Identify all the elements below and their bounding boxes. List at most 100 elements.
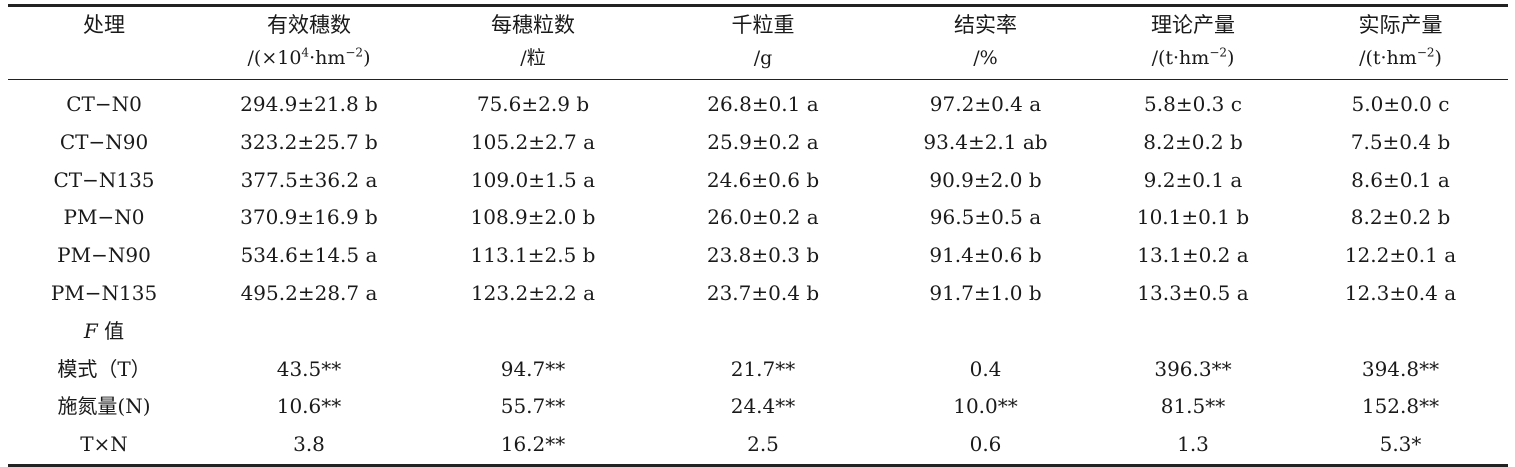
table-cell: 12.2±0.1 a (1344, 243, 1457, 268)
header-theoretical-yield-unit: /(t·hm−2) (1093, 43, 1293, 80)
f-value-cell: 10.6** (276, 394, 342, 419)
f-value-cell: 16.2** (418, 426, 648, 467)
row-treatment-label: CT−N135 (53, 167, 155, 192)
f-value-label-italic: F (83, 318, 98, 343)
f-value-cell: 396.3** (1154, 356, 1232, 381)
table-cell: 5.8±0.3 c (1144, 92, 1242, 116)
header-actual-yield: 实际产量 (1293, 4, 1508, 43)
table-row: PM−N135 495.2±28.7 a 123.2±2.2 a 23.7±0.4 b… (8, 275, 1508, 313)
f-value-cell: 10.0** (953, 394, 1018, 419)
table-cell: 75.6±2.9 b (476, 92, 590, 116)
header-thousand-grain-weight-unit: /g (648, 43, 878, 80)
f-value-cell: 2.5 (648, 426, 878, 467)
f-value-row: 施氮量(N) 10.6** 55.7** 24.4** 10.0** 81.5** 152.… (8, 388, 1508, 426)
header-row-2: /(×104·hm−2) /粒 /g /% /(t·hm−2) /(t·hm−2… (8, 43, 1508, 80)
table-cell: 10.1±0.1 b (1136, 205, 1250, 230)
table-cell: 377.5±36.2 a (240, 167, 378, 192)
table-cell: 5.0±0.0 c (1351, 92, 1450, 116)
table-cell: 294.9±21.8 b (240, 92, 378, 116)
table-cell: 8.2±0.2 b (1143, 129, 1243, 154)
f-value-cell: 152.8** (1361, 394, 1440, 419)
header-grains-per-panicle-unit: /粒 (418, 43, 648, 80)
table-cell: 97.2±0.4 a (929, 92, 1042, 116)
table-cell: 91.4±0.6 b (929, 243, 1042, 268)
row-treatment-label: CT−N0 (66, 92, 142, 116)
table-cell: 26.8±0.1 a (707, 92, 819, 116)
table-cell: 495.2±28.7 a (240, 280, 378, 305)
header-theoretical-yield: 理论产量 (1093, 4, 1293, 43)
table-cell: 12.3±0.4 a (1344, 280, 1457, 305)
header-seed-setting-rate: 结实率 (878, 4, 1093, 43)
f-source-label: 模式（T） (57, 356, 151, 381)
f-value-cell: 21.7** (730, 356, 796, 381)
table-cell: 9.2±0.1 a (1143, 167, 1243, 192)
header-thousand-grain-weight: 千粒重 (648, 4, 878, 43)
table-cell: 91.7±1.0 b (929, 280, 1042, 305)
table-cell: 108.9±2.0 b (470, 205, 596, 230)
header-actual-yield-unit: /(t·hm−2) (1293, 43, 1508, 80)
row-treatment-label: PM−N90 (57, 243, 151, 268)
table-cell: 90.9±2.0 b (929, 167, 1042, 192)
f-value-label: F 值 (8, 313, 200, 351)
table-cell: 23.8±0.3 b (706, 243, 820, 268)
row-treatment-label: PM−N135 (50, 280, 158, 305)
empty-cell (878, 313, 1093, 351)
table-cell: 25.9±0.2 a (707, 129, 819, 154)
table-cell: 323.2±25.7 b (240, 129, 378, 154)
header-treatment-unit (8, 43, 200, 80)
f-value-cell: 1.3 (1093, 426, 1293, 467)
f-source-label: 施氮量(N) (57, 394, 151, 419)
f-value-cell: 94.7** (500, 356, 566, 381)
table-cell: 8.6±0.1 a (1351, 167, 1450, 192)
empty-cell (1093, 313, 1293, 351)
row-treatment-label: CT−N90 (59, 129, 149, 154)
header-grains-per-panicle: 每穗粒数 (418, 4, 648, 43)
table-row: PM−N0 370.9±16.9 b 108.9±2.0 b 26.0±0.2 a 96… (8, 199, 1508, 237)
f-value-cell: 0.4 (969, 356, 1002, 381)
table-cell: 93.4±2.1 ab (923, 129, 1048, 154)
f-value-cell: 81.5** (1160, 394, 1226, 419)
f-value-row: T×N 3.8 16.2** 2.5 0.6 1.3 5.3* (8, 426, 1508, 467)
empty-cell (648, 313, 878, 351)
header-treatment: 处理 (8, 4, 200, 43)
empty-cell (418, 313, 648, 351)
table-cell: 13.1±0.2 a (1137, 243, 1249, 268)
table-row: PM−N90 534.6±14.5 a 113.1±2.5 b 23.8±0.3 b 9… (8, 237, 1508, 275)
empty-cell (200, 313, 418, 351)
table-cell: 113.1±2.5 b (470, 243, 596, 268)
table-row: CT−N0 294.9±21.8 b 75.6±2.9 b 26.8±0.1 a 97.… (8, 80, 1508, 124)
table-cell: 26.0±0.2 a (707, 205, 819, 230)
header-effective-panicles: 有效穗数 (200, 4, 418, 43)
table-row: CT−N135 377.5±36.2 a 109.0±1.5 a 24.6±0.6 b… (8, 162, 1508, 200)
f-value-cell: 43.5** (276, 356, 342, 381)
table-body: CT−N0 294.9±21.8 b 75.6±2.9 b 26.8±0.1 a 97.… (8, 80, 1508, 467)
table-cell: 7.5±0.4 b (1350, 129, 1451, 154)
yield-components-table: 处理 有效穗数 每穗粒数 千粒重 结实率 理论产量 实际产量 /(×104·hm… (8, 4, 1508, 467)
table-cell: 8.2±0.2 b (1350, 205, 1451, 230)
table-cell: 13.3±0.5 a (1137, 280, 1249, 305)
table-cell: 105.2±2.7 a (470, 129, 596, 154)
table-header: 处理 有效穗数 每穗粒数 千粒重 结实率 理论产量 实际产量 /(×104·hm… (8, 4, 1508, 80)
row-treatment-label: PM−N0 (63, 205, 145, 230)
f-value-label-rest: 值 (97, 318, 125, 343)
f-value-cell: 394.8** (1361, 356, 1440, 381)
f-value-cell: 55.7** (500, 394, 566, 419)
table-cell: 123.2±2.2 a (470, 280, 596, 305)
empty-cell (1293, 313, 1508, 351)
table-cell: 24.6±0.6 b (706, 167, 820, 192)
f-value-row: 模式（T） 43.5** 94.7** 21.7** 0.4 396.3** 394.8** (8, 351, 1508, 389)
header-effective-panicles-unit: /(×104·hm−2) (200, 43, 418, 80)
table-cell: 534.6±14.5 a (240, 243, 378, 268)
table-cell: 23.7±0.4 b (706, 280, 820, 305)
f-source-label: T×N (8, 426, 200, 467)
table-cell: 109.0±1.5 a (470, 167, 596, 192)
table-cell: 370.9±16.9 b (240, 205, 378, 230)
f-value-cell: 5.3* (1293, 426, 1508, 467)
header-row-1: 处理 有效穗数 每穗粒数 千粒重 结实率 理论产量 实际产量 (8, 4, 1508, 43)
table-cell: 96.5±0.5 a (929, 205, 1042, 230)
header-seed-setting-rate-unit: /% (878, 43, 1093, 80)
f-value-heading-row: F 值 (8, 313, 1508, 351)
f-value-cell: 3.8 (200, 426, 418, 467)
f-value-cell: 24.4** (730, 394, 796, 419)
